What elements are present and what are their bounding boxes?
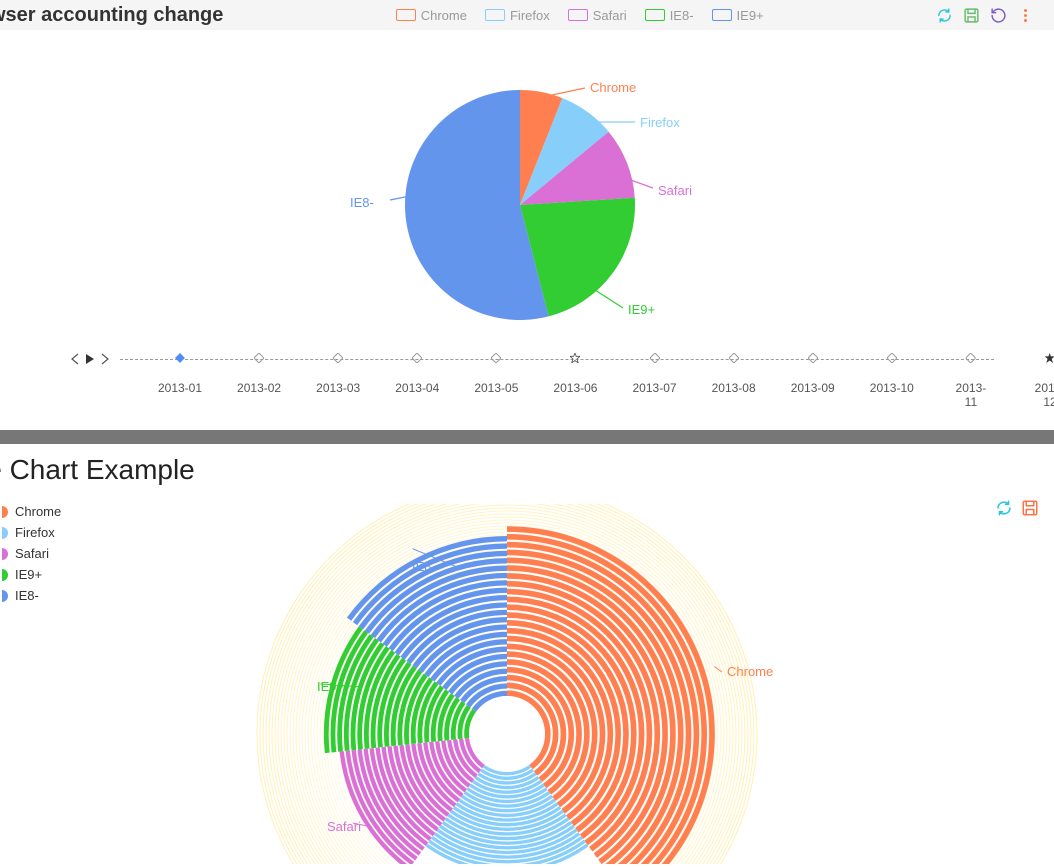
timeline-label: 2013-01 (158, 381, 202, 395)
timeline-tick-2013-05[interactable]: 2013-05 (474, 353, 518, 395)
legend-item-chrome[interactable]: Chrome (396, 8, 467, 23)
panel1-toolbar (936, 7, 1034, 24)
timeline-label: 2013-10 (870, 381, 914, 395)
timeline-tick-2013-09[interactable]: 2013-09 (791, 353, 835, 395)
rose-label-chrome: Chrome (727, 664, 773, 679)
timeline-label: 2013-11 (956, 381, 987, 409)
save-icon[interactable] (963, 7, 980, 24)
refresh-icon[interactable] (936, 7, 953, 24)
legend-swatch (645, 9, 665, 21)
timeline-label: 2013-03 (316, 381, 360, 395)
refresh-icon[interactable] (995, 499, 1013, 517)
pie-label-safari: Safari (658, 183, 692, 198)
timeline-label: 2013-08 (712, 381, 756, 395)
legend-swatch (0, 547, 9, 561)
legend-swatch (396, 9, 416, 21)
timeline-prev-icon[interactable] (70, 353, 82, 365)
legend-label: Firefox (510, 8, 550, 23)
panel2-toolbar (995, 499, 1039, 517)
timeline-tick-2013-04[interactable]: 2013-04 (395, 353, 439, 395)
legend-label: Safari (15, 546, 49, 561)
save-icon[interactable] (1021, 499, 1039, 517)
timeline-tick-2013-11[interactable]: 2013-11 (956, 353, 987, 409)
restore-icon[interactable] (990, 7, 1007, 24)
pie-label-chrome: Chrome (590, 80, 636, 95)
panel1-header: rowser accounting change Chrome Firefox Sa… (0, 0, 1054, 30)
timeline-tick-2013-01[interactable]: 2013-01 (158, 353, 202, 395)
timeline-label: 2013-05 (474, 381, 518, 395)
timeline-tick-2013-02[interactable]: 2013-02 (237, 353, 281, 395)
legend-label: Chrome (421, 8, 467, 23)
timeline-play-icon[interactable] (84, 353, 96, 365)
timeline-next-icon[interactable] (98, 353, 110, 365)
timeline-label: 2013-04 (395, 381, 439, 395)
rose-label-safari: Safari (327, 819, 361, 834)
legend-item-safari[interactable]: Safari (568, 8, 627, 23)
pie-label-firefox: Firefox (640, 115, 680, 130)
legend-swatch (485, 9, 505, 21)
legend-label: IE9+ (15, 567, 42, 582)
legend-swatch (0, 568, 9, 582)
timeline-label: 2013-12 (1035, 381, 1054, 409)
legend-item-firefox[interactable]: Firefox (485, 8, 550, 23)
legend-item-ie8-[interactable]: IE8- (645, 8, 694, 23)
legend-swatch (0, 526, 9, 540)
timeline-label: 2013-07 (633, 381, 677, 395)
timeline-tick-2013-06[interactable]: 2013-06 (553, 353, 597, 395)
timeline-tick-2013-12[interactable]: 2013-12 (1035, 353, 1054, 409)
timeline-tick-2013-03[interactable]: 2013-03 (316, 353, 360, 395)
timeline-tick-2013-08[interactable]: 2013-08 (712, 353, 756, 395)
timeline-label: 2013-06 (553, 381, 597, 395)
timeline-controls (70, 353, 110, 365)
legend-swatch (0, 589, 9, 603)
timeline[interactable]: 2013-01 2013-02 2013-03 2013-04 2013-05 2013-… (60, 350, 994, 410)
timeline-tick-2013-10[interactable]: 2013-10 (870, 353, 914, 395)
legend-item-ie9+[interactable]: IE9+ (712, 8, 764, 23)
legend-label: IE8- (670, 8, 694, 23)
panel-browser-accounting: rowser accounting change Chrome Firefox Sa… (0, 0, 1054, 430)
panel-pie-example: ie Chart Example Chrome Firefox Safari IE9+… (0, 444, 1054, 864)
pie-chart-area: Chrome Firefox Safari IE9+ IE8- (0, 30, 1054, 340)
panel2-title: ie Chart Example (0, 454, 1054, 486)
panel1-top-legend: Chrome Firefox Safari IE8- IE9+ (396, 8, 764, 23)
legend-label: IE8- (15, 588, 39, 603)
panel1-title: rowser accounting change (0, 4, 223, 27)
legend-label: Safari (593, 8, 627, 23)
rose-label-ie8-: IE8- (412, 559, 436, 574)
legend-label: Chrome (15, 504, 61, 519)
legend-swatch (568, 9, 588, 21)
legend-swatch (712, 9, 732, 21)
rose-label-ie9+: IE9+ (317, 679, 344, 694)
legend-label: Firefox (15, 525, 55, 540)
timeline-label: 2013-02 (237, 381, 281, 395)
pie-label-ie9+: IE9+ (628, 302, 655, 317)
legend-swatch (0, 505, 9, 519)
legend-label: IE9+ (737, 8, 764, 23)
timeline-label: 2013-09 (791, 381, 835, 395)
pie-chart (0, 30, 1054, 340)
rose-chart-wrap: Chrome Safari IE9+ IE8- (247, 504, 807, 864)
pie-label-ie8-: IE8- (350, 195, 374, 210)
panel-divider (0, 430, 1054, 444)
more-icon[interactable] (1017, 7, 1034, 24)
timeline-tick-2013-07[interactable]: 2013-07 (633, 353, 677, 395)
